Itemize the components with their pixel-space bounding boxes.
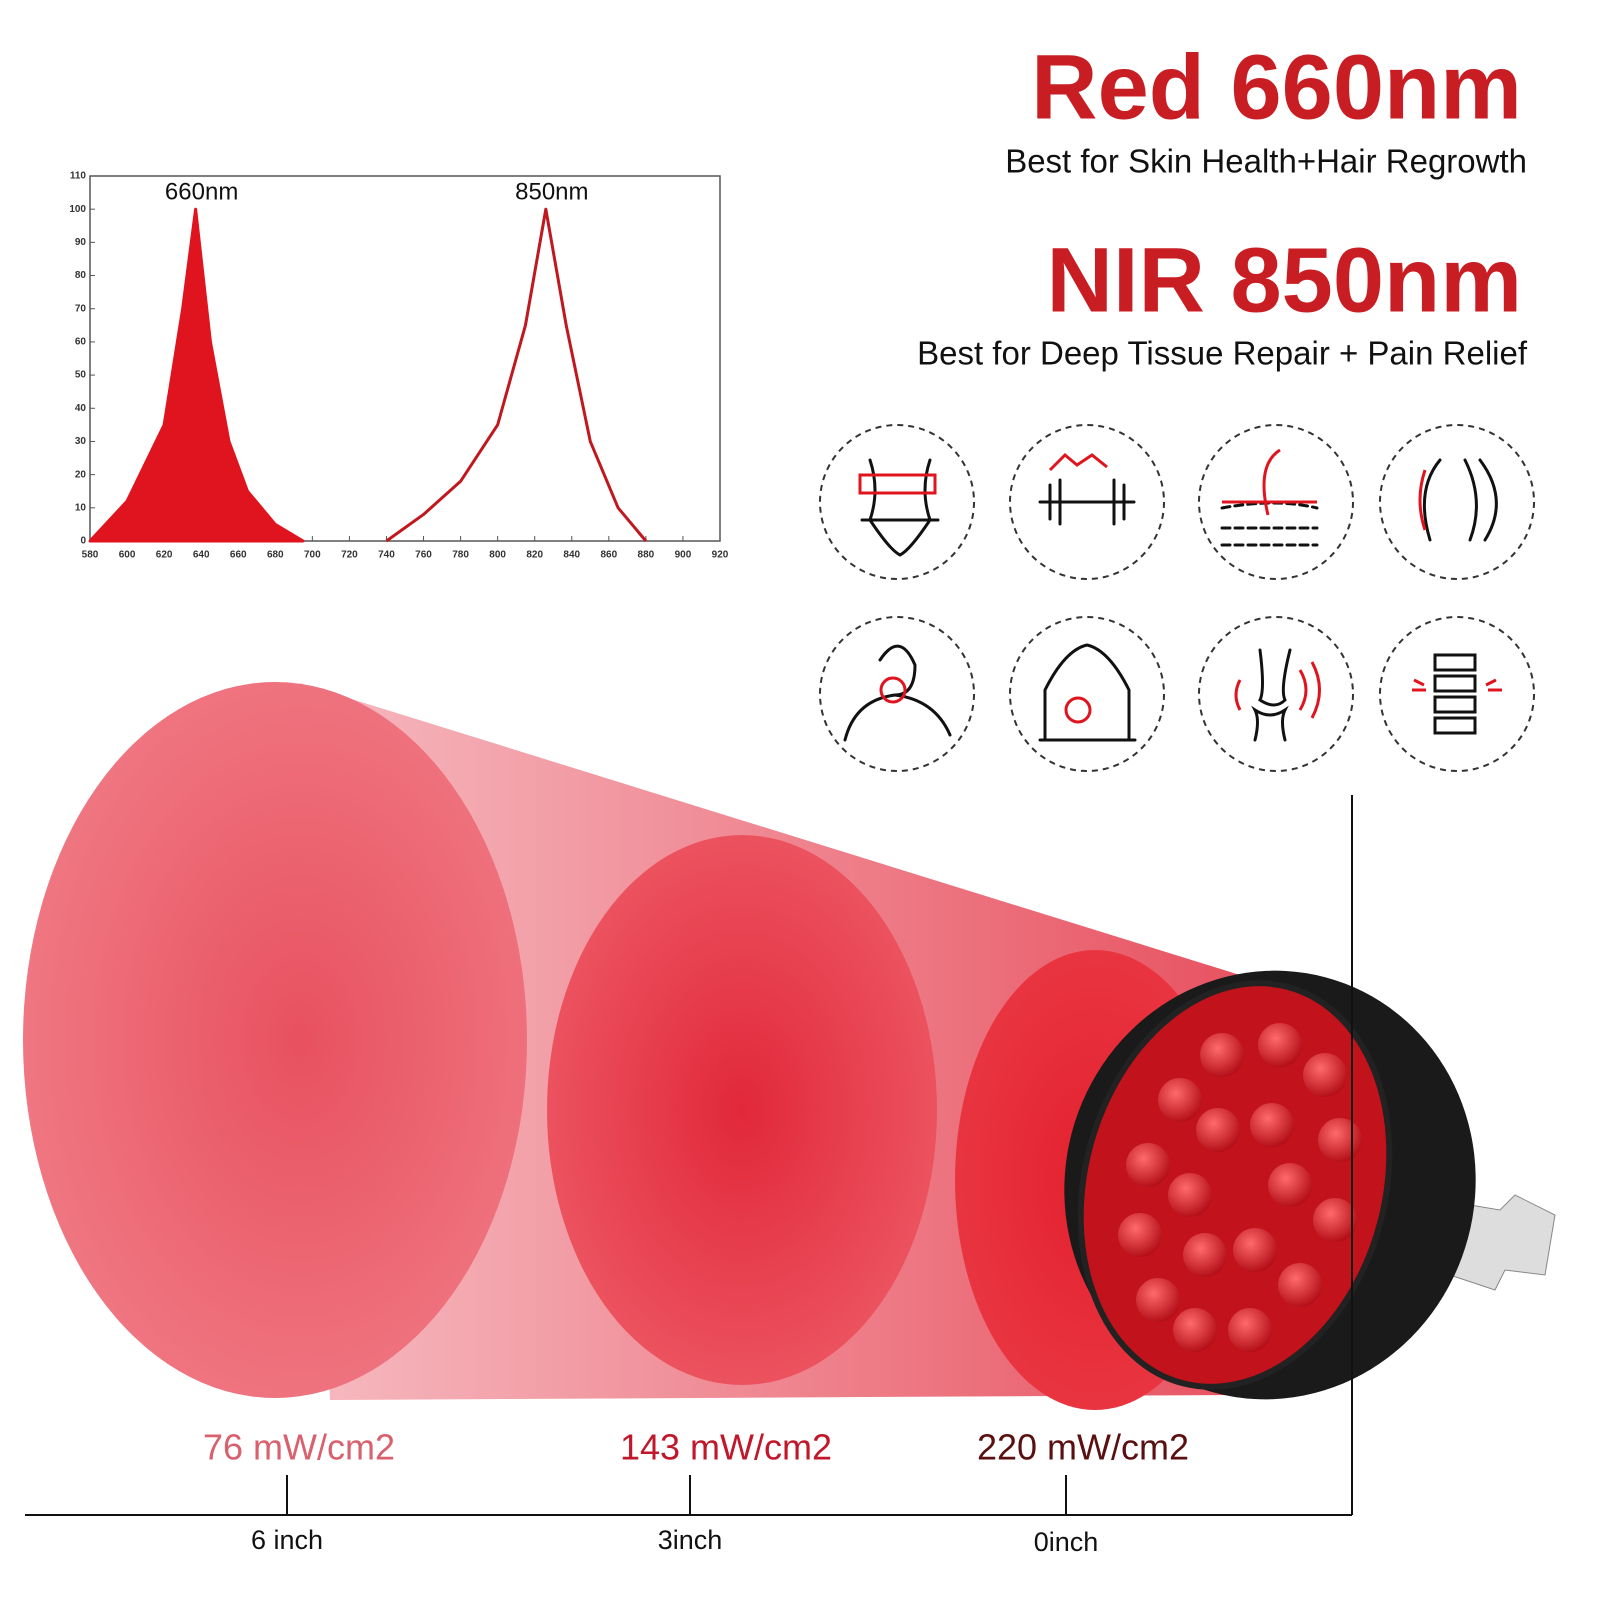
distance-label: 3inch: [658, 1525, 723, 1555]
light-beam: [23, 682, 1240, 1410]
y-tick-label: 30: [75, 436, 87, 447]
x-tick-label: 860: [600, 550, 617, 561]
x-tick-label: 840: [563, 550, 580, 561]
x-tick-label: 720: [341, 550, 358, 561]
peak-label: 850nm: [515, 178, 588, 205]
plot-frame: [89, 175, 721, 542]
heading: NIR 850nm: [1047, 229, 1523, 331]
x-tick-label: 740: [378, 550, 395, 561]
x-tick-label: 760: [415, 550, 432, 561]
x-tick-label: 680: [267, 550, 284, 561]
y-tick-label: 10: [75, 502, 87, 513]
heading: Red 660nm: [1031, 36, 1522, 138]
y-tick-label: 20: [75, 469, 87, 480]
x-tick-label: 920: [712, 550, 729, 561]
x-tick-label: 900: [675, 550, 692, 561]
y-tick-label: 110: [70, 171, 87, 182]
irradiance-label: 76 mW/cm2: [203, 1427, 395, 1468]
x-tick-label: 880: [638, 550, 655, 561]
distance-label: 0inch: [1034, 1527, 1099, 1557]
distance-label: 6 inch: [251, 1525, 323, 1555]
subheading: Best for Deep Tissue Repair + Pain Relie…: [917, 335, 1528, 372]
subheading: Best for Skin Health+Hair Regrowth: [1005, 143, 1527, 180]
x-tick-label: 640: [193, 550, 210, 561]
spectrum-chart: 580 600 620 640 660 680 700 720 740 760 780 800 820 8…: [69, 171, 728, 561]
x-tick-label: 600: [119, 550, 136, 561]
y-tick-label: 100: [69, 204, 86, 215]
x-tick-label: 580: [82, 550, 99, 561]
x-tick-label: 780: [452, 550, 469, 561]
x-tick-label: 660: [230, 550, 247, 561]
y-tick-label: 50: [75, 370, 87, 381]
x-tick-label: 620: [156, 550, 173, 561]
x-tick-label: 800: [489, 550, 506, 561]
irradiance-label: 143 mW/cm2: [620, 1427, 832, 1468]
peak-label: 660nm: [165, 178, 238, 205]
y-tick-label: 0: [80, 536, 86, 547]
y-tick-label: 60: [75, 337, 87, 348]
y-tick-label: 70: [75, 303, 87, 314]
bulb: [1064, 970, 1556, 1400]
irradiance-label: 220 mW/cm2: [977, 1427, 1189, 1468]
distance-axis: [25, 795, 1353, 1516]
y-tick-label: 90: [75, 237, 87, 248]
benefit-icons: [819, 424, 1535, 772]
x-tick-label: 820: [526, 550, 543, 561]
spectrum-curve: [385, 207, 648, 543]
spectrum-curve: [88, 207, 305, 543]
y-tick-label: 40: [75, 403, 87, 414]
y-tick-label: 80: [75, 270, 87, 281]
x-tick-label: 700: [304, 550, 321, 561]
